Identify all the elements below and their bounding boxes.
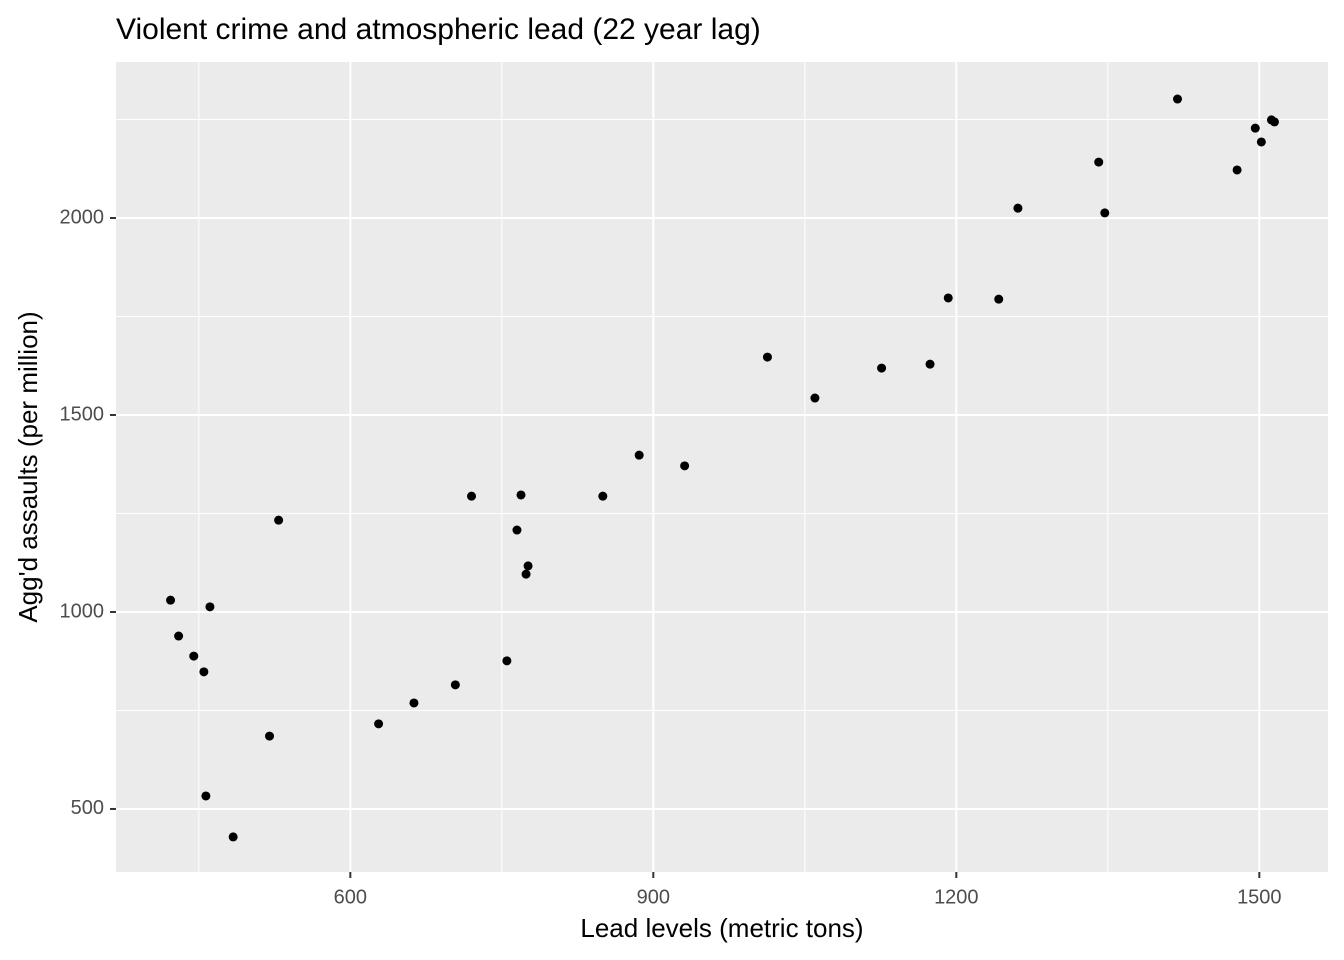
x-tick-label: 900 xyxy=(637,886,670,908)
point xyxy=(189,651,199,661)
point xyxy=(680,461,690,471)
point xyxy=(450,680,460,690)
point xyxy=(925,359,935,369)
point xyxy=(512,525,522,535)
point xyxy=(201,791,211,801)
y-tick-label: 2000 xyxy=(60,206,105,228)
point xyxy=(199,667,209,677)
point xyxy=(516,490,526,500)
x-tick-label: 1500 xyxy=(1237,886,1282,908)
point xyxy=(374,719,384,729)
point xyxy=(994,294,1004,304)
point xyxy=(762,352,772,362)
point xyxy=(523,561,533,571)
y-tick-label: 1500 xyxy=(60,403,105,425)
grid xyxy=(116,62,1328,872)
point xyxy=(1094,157,1104,167)
point xyxy=(166,595,176,605)
y-tick-label: 500 xyxy=(71,797,104,819)
point xyxy=(598,491,608,501)
point xyxy=(274,515,284,525)
point xyxy=(521,569,531,579)
x-tick-label: 600 xyxy=(334,886,367,908)
point xyxy=(943,293,953,303)
point xyxy=(467,491,477,501)
point xyxy=(1173,94,1183,104)
point xyxy=(205,602,215,612)
point xyxy=(634,450,644,460)
point xyxy=(409,698,419,708)
y-tick-label: 1000 xyxy=(60,600,105,622)
point xyxy=(228,832,238,842)
x-tick-label: 1200 xyxy=(934,886,979,908)
point xyxy=(1269,117,1279,127)
point xyxy=(877,363,887,373)
point xyxy=(265,731,275,741)
y-axis-title: Agg'd assaults (per million) xyxy=(13,311,43,622)
point xyxy=(810,393,820,403)
point xyxy=(502,656,512,666)
point xyxy=(174,631,184,641)
point xyxy=(1013,203,1023,213)
x-axis-title: Lead levels (metric tons) xyxy=(580,913,863,943)
point xyxy=(1100,208,1110,218)
marks xyxy=(166,94,1279,842)
point xyxy=(1256,137,1266,147)
chart-title: Violent crime and atmospheric lead (22 y… xyxy=(116,13,761,46)
panel xyxy=(116,62,1328,872)
point xyxy=(1250,123,1260,133)
point xyxy=(1232,165,1242,175)
